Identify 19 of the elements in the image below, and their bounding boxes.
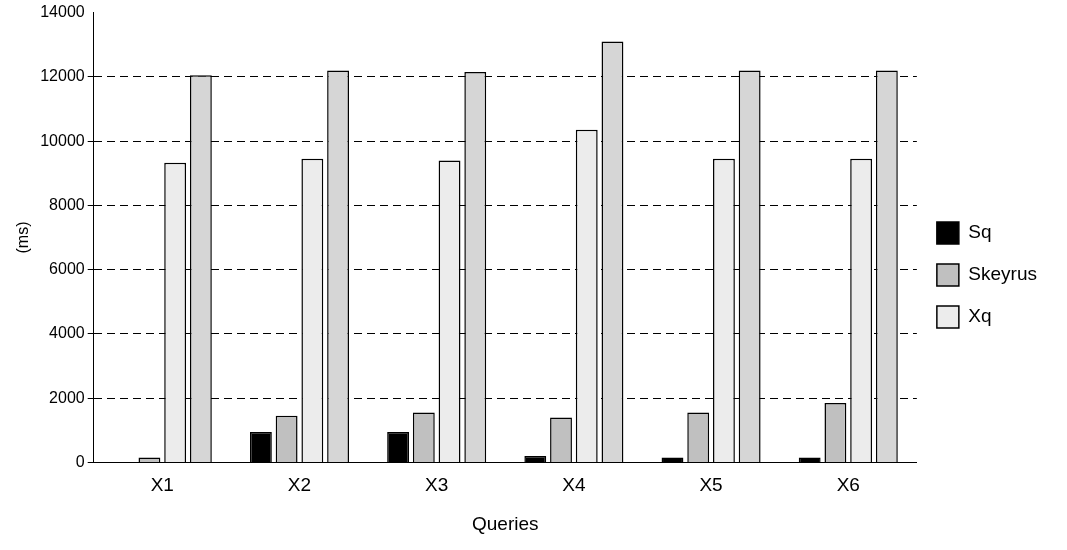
x-tick-label: X1 xyxy=(150,474,174,496)
x-tick-label: X5 xyxy=(699,474,723,496)
legend-label: Sq xyxy=(968,221,992,243)
x-tick-label: X4 xyxy=(562,474,586,496)
x-tick-label: X3 xyxy=(425,474,449,496)
y-tick-label: 8000 xyxy=(49,195,85,213)
legend-label: Xq xyxy=(968,305,992,327)
y-tick-label: 4000 xyxy=(49,324,85,342)
x-tick-label: X2 xyxy=(287,474,312,496)
x-tick-label: X6 xyxy=(836,474,860,496)
x-axis-title: Queries xyxy=(472,512,539,534)
y-tick-label: 14000 xyxy=(40,3,85,21)
y-tick-label: 2000 xyxy=(49,388,85,406)
y-tick-label: 12000 xyxy=(40,67,85,85)
y-tick-label: 10000 xyxy=(40,131,85,149)
legend-label: Skeyrus xyxy=(968,263,1038,285)
y-axis-title: (ms) xyxy=(14,221,32,254)
y-tick-label: 0 xyxy=(75,452,85,470)
y-tick-label: 6000 xyxy=(49,260,85,278)
